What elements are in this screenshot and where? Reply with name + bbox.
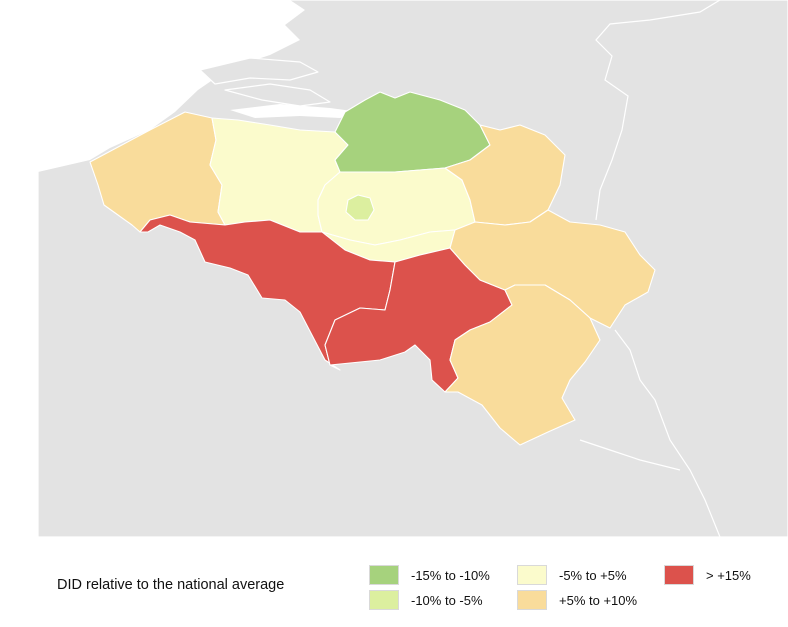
region-brussels (345, 194, 375, 221)
legend-item-minus15-minus10: -15% to -10% (369, 565, 490, 585)
map-legend: DID relative to the national average -15… (0, 555, 788, 627)
legend-item-minus10-minus5: -10% to -5% (369, 590, 483, 610)
legend-label: -15% to -10% (411, 567, 490, 583)
region-luxembourg (444, 284, 601, 446)
legend-label: > +15% (706, 567, 751, 583)
de-fr-border (579, 439, 681, 471)
legend-swatch (369, 590, 399, 610)
nl-de-border (595, 0, 721, 221)
legend-label: -5% to +5% (559, 567, 627, 583)
legend-swatch (517, 590, 547, 610)
map-panel (38, 0, 788, 537)
zeeland-island-2 (224, 83, 331, 107)
legend-item-over-plus15: > +15% (664, 565, 751, 585)
legend-label: +5% to +10% (559, 592, 638, 608)
legend-title: DID relative to the national average (57, 577, 285, 593)
belgium-choropleth-map (38, 0, 788, 537)
legend-swatch (517, 565, 547, 585)
legend-swatch (369, 565, 399, 585)
legend-item-plus5-plus10: +5% to +10% (517, 590, 637, 610)
north-sea (38, 0, 305, 172)
legend-item-minus5-plus5: -5% to +5% (517, 565, 627, 585)
zeeland-island-1 (199, 57, 319, 85)
scheldt-estuary (230, 104, 360, 118)
legend-swatch (664, 565, 694, 585)
legend-label: -10% to -5% (411, 592, 483, 608)
de-lux-border (614, 329, 721, 537)
region-liege (449, 209, 656, 329)
